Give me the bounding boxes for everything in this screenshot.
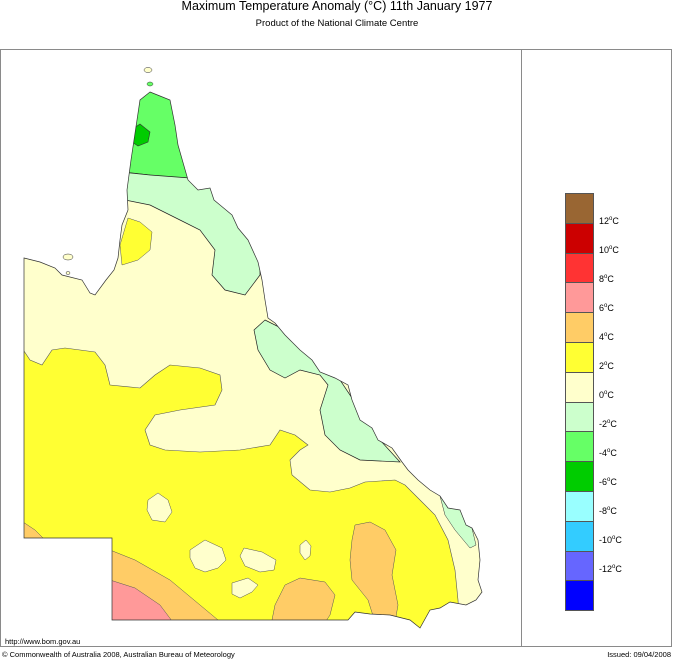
legend-label: 8oC xyxy=(599,274,614,284)
legend-label: -12oC xyxy=(599,564,622,574)
legend-label: -10oC xyxy=(599,535,622,545)
legend-swatch xyxy=(565,521,594,552)
map-frame xyxy=(0,49,672,647)
legend-swatch xyxy=(565,283,594,314)
legend-label: 12oC xyxy=(599,216,619,226)
coastline xyxy=(23,91,483,629)
legend-swatch xyxy=(565,193,594,224)
legend-label: 0oC xyxy=(599,390,614,400)
legend-swatch xyxy=(565,342,594,373)
legend-swatch xyxy=(565,551,594,582)
legend-label: 10oC xyxy=(599,245,619,255)
map-subtitle: Product of the National Climate Centre xyxy=(255,18,419,29)
legend-label: -2oC xyxy=(599,419,617,429)
legend-label: -4oC xyxy=(599,448,617,458)
legend-swatch xyxy=(565,372,594,403)
legend-label: -8oC xyxy=(599,506,617,516)
map-title: Maximum Temperature Anomaly (°C) 11th Ja… xyxy=(181,0,493,13)
legend-swatch xyxy=(565,462,594,492)
legend-swatch xyxy=(565,581,594,612)
legend-swatch xyxy=(565,432,594,463)
legend-swatch xyxy=(565,313,594,343)
legend-label: -6oC xyxy=(599,477,617,487)
color-legend: 12oC 10oC 8oC 6oC 4oC 2oC 0oC -2oC -4oC … xyxy=(565,193,622,612)
legend-swatch xyxy=(565,402,594,433)
legend-divider xyxy=(521,49,522,647)
legend-label: 6oC xyxy=(599,303,614,313)
legend-swatch xyxy=(565,223,594,254)
anomaly-contours xyxy=(24,92,482,628)
source-url-link[interactable]: http://www.bom.gov.au xyxy=(5,637,81,646)
legend-label: 4oC xyxy=(599,332,614,342)
legend-swatch xyxy=(565,253,594,284)
issued-date: Issued: 09/04/2008 xyxy=(607,650,671,659)
copyright-notice: © Commonwealth of Australia 2008, Austra… xyxy=(2,650,235,659)
legend-swatch xyxy=(565,491,594,522)
legend-label: 2oC xyxy=(599,361,614,371)
